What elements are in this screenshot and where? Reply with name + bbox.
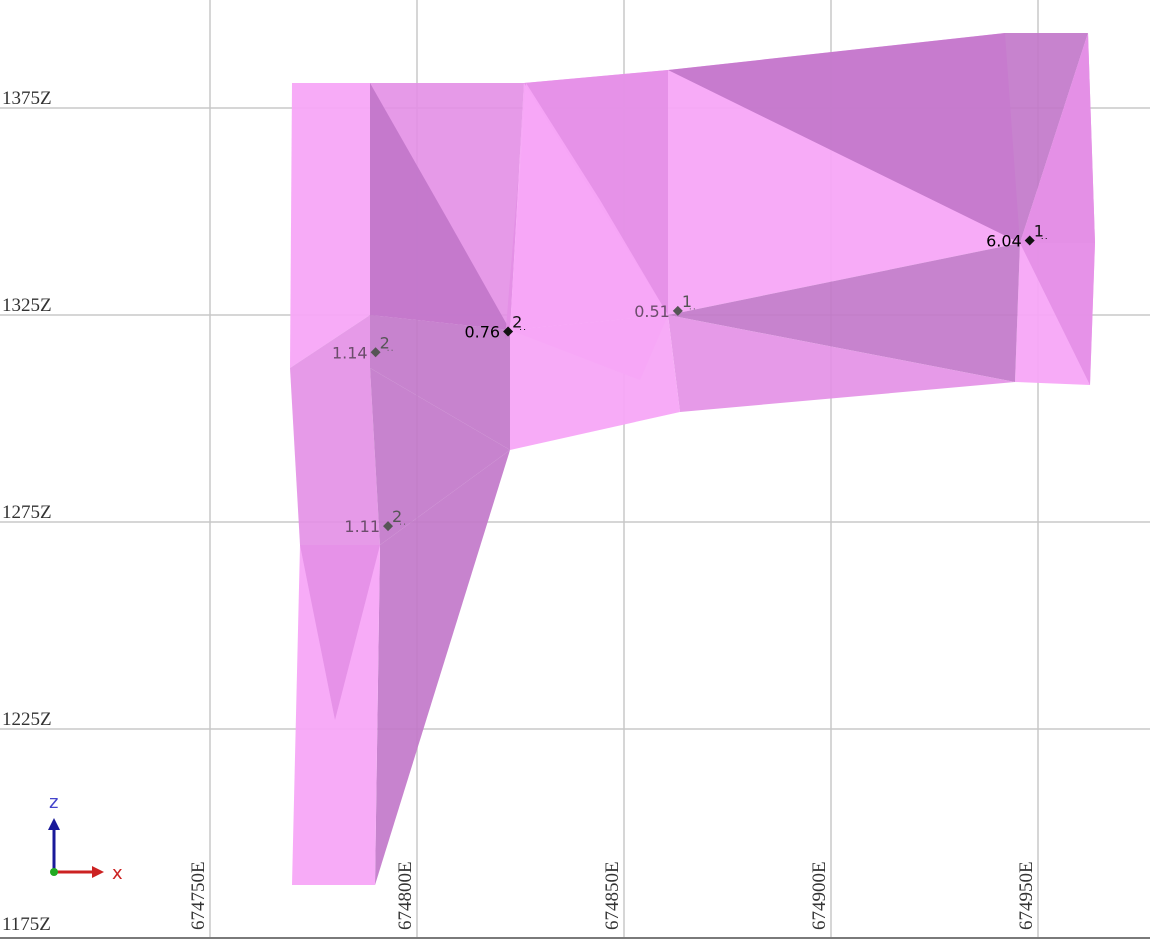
triad-z-arrowhead xyxy=(48,818,60,830)
solid-facet xyxy=(668,243,1020,382)
sample-value-label: 1.14 xyxy=(332,343,368,362)
sample-marker[interactable] xyxy=(503,326,514,337)
solid-facet xyxy=(510,83,668,330)
sample-count-label: 2 xyxy=(380,333,390,352)
sample-point-p2[interactable]: 0.76 2 xyxy=(464,313,529,342)
triad-origin xyxy=(50,868,58,876)
solid-facet xyxy=(290,83,370,368)
easting-tick-label: 674900E xyxy=(809,861,830,930)
sample-value-label: 0.51 xyxy=(634,302,670,321)
solid-facet xyxy=(510,315,668,380)
solid-facet xyxy=(290,315,370,368)
axis-triad: z x xyxy=(48,792,123,884)
ore-body-solid[interactable] xyxy=(290,33,1095,885)
elevation-tick-label: 1275Z xyxy=(2,502,52,523)
elevation-tick-label: 1325Z xyxy=(2,295,52,316)
sample-point-p5[interactable]: 1.11 2 xyxy=(344,507,409,536)
sample-count-label: 2 xyxy=(392,507,402,526)
solid-facet xyxy=(524,70,668,315)
solid-facet xyxy=(668,33,1088,243)
sample-value-label: 0.76 xyxy=(464,323,500,342)
sample-value-label: 6.04 xyxy=(986,231,1022,250)
elevation-axis-labels: 1375Z 1325Z 1275Z 1225Z 1175Z xyxy=(2,88,52,935)
sample-point-p1[interactable]: 1.14 2 xyxy=(332,333,396,362)
easting-tick-label: 674750E xyxy=(188,861,209,930)
solid-facet xyxy=(668,315,1015,412)
triad-x-arrowhead xyxy=(92,866,104,878)
sample-value-label: 1.11 xyxy=(344,517,380,536)
elevation-tick-label: 1225Z xyxy=(2,709,52,730)
sample-point-p4[interactable]: 6.04 1 xyxy=(986,221,1050,250)
elevation-tick-label: 1375Z xyxy=(2,88,52,109)
easting-tick-label: 674850E xyxy=(602,861,623,930)
elevation-tick-label: 1175Z xyxy=(2,914,51,935)
solid-facet xyxy=(290,368,380,545)
sample-point-p3[interactable]: 0.51 1 xyxy=(634,292,698,321)
triad-x-label: x xyxy=(112,863,123,884)
easting-tick-label: 674800E xyxy=(395,861,416,930)
triad-z-label: z xyxy=(49,792,58,813)
easting-tick-label: 674950E xyxy=(1016,861,1037,930)
solid-facet xyxy=(300,545,380,720)
sample-count-label: 1 xyxy=(682,292,692,311)
solid-facet xyxy=(370,368,510,545)
solid-facet xyxy=(370,83,510,330)
solid-facet xyxy=(1020,33,1095,385)
sample-marker[interactable] xyxy=(383,521,394,532)
solid-facet xyxy=(370,315,510,450)
sample-count-label: 1 xyxy=(1034,221,1044,240)
easting-axis-labels: 674750E 674800E 674850E 674900E 674950E xyxy=(188,861,1037,930)
sample-points[interactable]: 1.14 2 0.76 2 0.51 1 6.04 1 1.11 2 xyxy=(332,221,1050,536)
sample-count-label: 2 xyxy=(512,313,522,332)
sample-marker[interactable] xyxy=(672,305,683,316)
solid-facet xyxy=(375,450,510,885)
sample-marker[interactable] xyxy=(370,347,381,358)
sample-marker[interactable] xyxy=(1024,235,1035,246)
